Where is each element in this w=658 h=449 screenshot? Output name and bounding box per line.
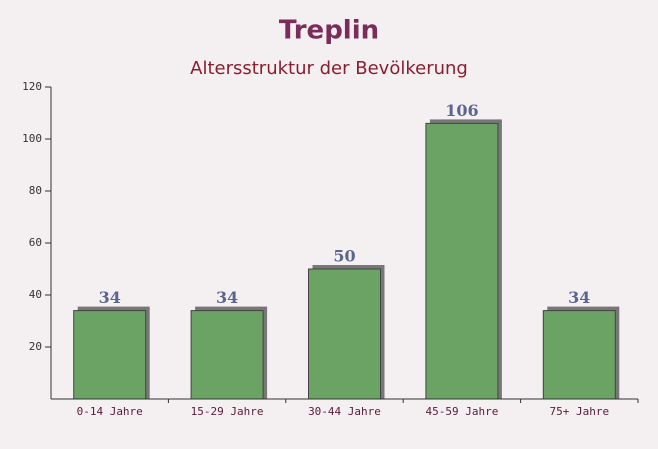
value-label: 34 <box>99 288 121 307</box>
y-tick-label: 20 <box>29 340 42 353</box>
bar <box>425 122 499 400</box>
y-tick-label: 40 <box>29 288 42 301</box>
value-label: 34 <box>568 288 590 307</box>
x-tick-label: 30-44 Jahre <box>308 405 381 418</box>
y-tick-label: 80 <box>29 184 42 197</box>
chart-title: Treplin <box>279 16 379 46</box>
x-tick-label: 45-59 Jahre <box>425 405 498 418</box>
y-tick-label: 60 <box>29 236 42 249</box>
bar <box>190 310 264 400</box>
y-tick-label: 100 <box>22 132 42 145</box>
x-tick-label: 15-29 Jahre <box>191 405 264 418</box>
value-label: 106 <box>445 101 478 120</box>
bar <box>308 268 381 400</box>
bar <box>542 310 616 400</box>
value-label: 34 <box>216 288 238 307</box>
y-tick-label: 120 <box>22 80 42 93</box>
bar <box>73 310 147 400</box>
value-label: 50 <box>333 247 355 266</box>
x-tick-label: 75+ Jahre <box>549 405 609 418</box>
x-tick-label: 0-14 Jahre <box>77 405 143 418</box>
chart-subtitle: Altersstruktur der Bevölkerung <box>190 58 468 79</box>
